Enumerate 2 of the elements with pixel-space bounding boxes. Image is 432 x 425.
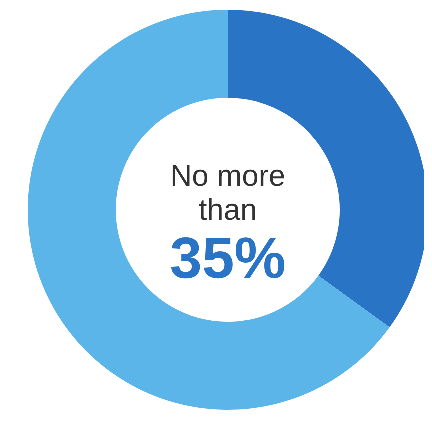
text: 35% <box>170 226 286 291</box>
text: No more than <box>170 160 286 227</box>
